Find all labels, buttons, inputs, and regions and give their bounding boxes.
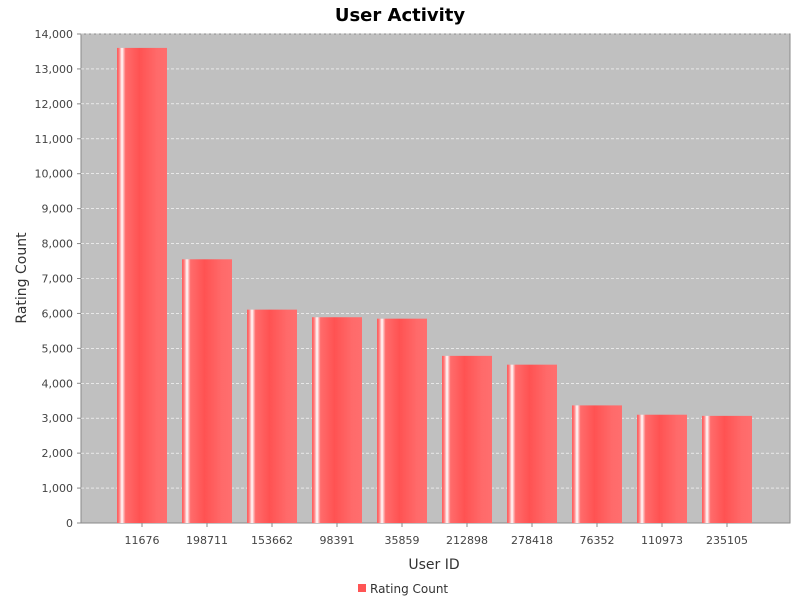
y-tick-label: 9,000 [42, 203, 74, 216]
x-tick-label: 212898 [446, 534, 488, 547]
y-tick-label: 7,000 [42, 273, 74, 286]
y-tick-label: 1,000 [42, 482, 74, 495]
x-tick-label: 76352 [580, 534, 615, 547]
bar-212898 [442, 355, 492, 523]
bar-110973 [637, 414, 687, 523]
x-axis: 11676 198711 153662 98391 35859 212898 278418 7… [125, 523, 748, 547]
x-axis-label: User ID [408, 557, 459, 573]
y-axis-label: Rating Count [14, 232, 30, 324]
y-tick-label: 11,000 [35, 133, 74, 146]
bars [117, 47, 752, 523]
x-tick-label: 235105 [706, 534, 748, 547]
x-tick-label: 35859 [385, 534, 420, 547]
y-tick-label: 10,000 [35, 168, 74, 181]
y-tick-label: 12,000 [35, 98, 74, 111]
y-tick-label: 6,000 [42, 307, 74, 320]
bar-198711 [182, 259, 232, 523]
x-tick-label: 198711 [186, 534, 228, 547]
x-tick-label: 98391 [320, 534, 355, 547]
x-tick-label: 11676 [125, 534, 160, 547]
legend-swatch [358, 584, 366, 592]
bar-235105 [702, 415, 752, 523]
y-tick-label: 4,000 [42, 377, 74, 390]
y-tick-label: 8,000 [42, 238, 74, 251]
y-tick-label: 2,000 [42, 447, 74, 460]
chart-title: User Activity [335, 5, 466, 26]
y-tick-label: 14,000 [35, 28, 74, 41]
y-axis: 0 1,000 2,000 3,000 4,000 5,000 6,000 7,000 8,00… [35, 28, 81, 530]
bar-278418 [507, 364, 557, 523]
bar-76352 [572, 405, 622, 523]
bar-98391 [312, 317, 362, 523]
y-tick-label: 3,000 [42, 412, 74, 425]
bar-11676 [117, 47, 167, 523]
y-tick-label: 0 [66, 517, 73, 530]
bar-153662 [247, 309, 297, 523]
legend: Rating Count [358, 582, 448, 596]
legend-label: Rating Count [370, 582, 448, 596]
y-tick-label: 5,000 [42, 342, 74, 355]
bar-35859 [377, 318, 427, 523]
x-tick-label: 278418 [511, 534, 553, 547]
x-tick-label: 110973 [641, 534, 683, 547]
y-tick-label: 13,000 [35, 63, 74, 76]
x-tick-label: 153662 [251, 534, 293, 547]
